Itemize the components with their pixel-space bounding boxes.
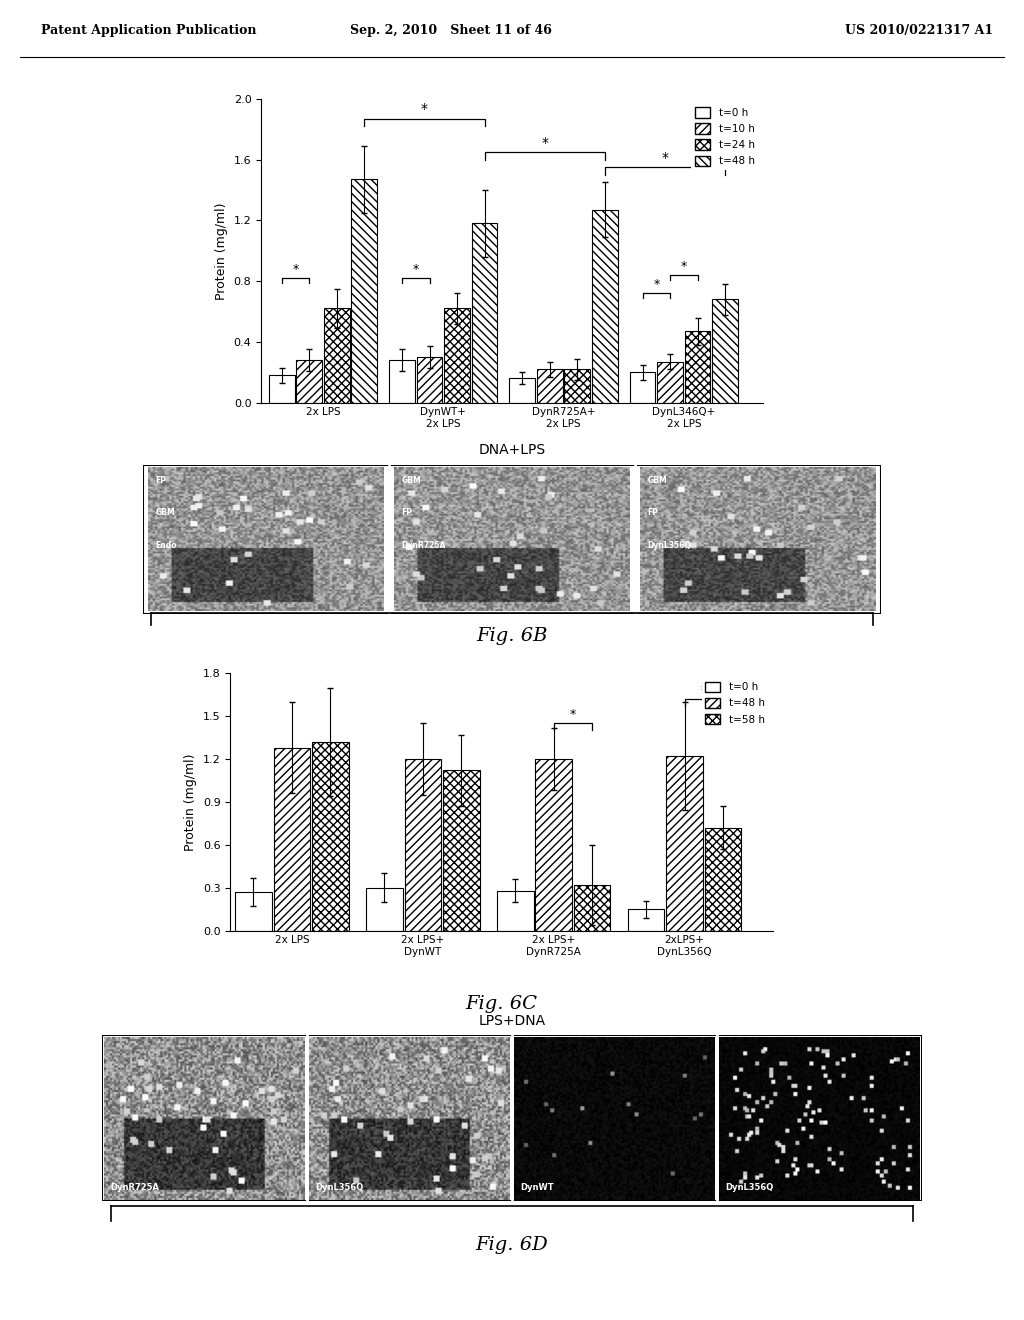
Bar [351, 180, 377, 403]
Legend: t=0 h, t=48 h, t=58 h: t=0 h, t=48 h, t=58 h [701, 678, 768, 727]
Bar [367, 888, 402, 931]
Text: Endo: Endo [156, 541, 177, 550]
Text: Fig. 6A: Fig. 6A [476, 470, 548, 487]
Bar [312, 742, 349, 931]
Text: GBM: GBM [401, 475, 421, 484]
Text: Patent Application Publication: Patent Application Publication [41, 24, 256, 37]
Bar [443, 771, 479, 931]
Bar [705, 828, 741, 931]
Y-axis label: Protein (mg/ml): Protein (mg/ml) [215, 202, 228, 300]
Text: GBM: GBM [647, 475, 667, 484]
Text: Sep. 2, 2010   Sheet 11 of 46: Sep. 2, 2010 Sheet 11 of 46 [349, 24, 552, 37]
Text: *: * [421, 103, 428, 116]
Text: DynL356Q: DynL356Q [315, 1183, 364, 1192]
Text: GBM: GBM [156, 508, 175, 517]
Text: DynL356Q: DynL356Q [647, 541, 691, 550]
Bar [573, 884, 610, 931]
Bar [417, 358, 442, 403]
Text: FP: FP [156, 475, 167, 484]
Bar [536, 759, 572, 931]
Text: DynR725A: DynR725A [401, 541, 445, 550]
Bar [236, 892, 271, 931]
Text: *: * [293, 263, 299, 276]
Bar [667, 756, 702, 931]
Bar [685, 331, 711, 403]
Bar [273, 747, 310, 931]
Bar [592, 210, 617, 403]
Text: FP: FP [647, 508, 658, 517]
Text: *: * [541, 136, 548, 150]
Text: *: * [662, 150, 669, 165]
Text: DNA+LPS: DNA+LPS [478, 444, 546, 458]
Bar [537, 370, 563, 403]
Text: US 2010/0221317 A1: US 2010/0221317 A1 [845, 24, 993, 37]
Bar [712, 300, 738, 403]
Text: Fig. 6D: Fig. 6D [475, 1236, 549, 1254]
Text: DynR725A: DynR725A [111, 1183, 160, 1192]
Text: *: * [681, 260, 687, 273]
Y-axis label: Protein (mg/ml): Protein (mg/ml) [184, 754, 198, 850]
Text: LPS+DNA: LPS+DNA [478, 1014, 546, 1028]
Text: DynL356Q: DynL356Q [725, 1183, 773, 1192]
Bar [497, 891, 534, 931]
Text: *: * [569, 708, 577, 721]
Text: *: * [653, 279, 659, 290]
Bar [630, 372, 655, 403]
Text: FP: FP [401, 508, 413, 517]
Bar [389, 360, 415, 403]
Bar [509, 379, 536, 403]
Legend: t=0 h, t=10 h, t=24 h, t=48 h: t=0 h, t=10 h, t=24 h, t=48 h [691, 104, 758, 169]
Bar [296, 360, 323, 403]
Bar [269, 375, 295, 403]
Bar [628, 909, 665, 931]
Bar [472, 223, 498, 403]
Text: Fig. 6C: Fig. 6C [466, 995, 538, 1012]
Bar [404, 759, 441, 931]
Text: *: * [700, 684, 707, 697]
Text: Fig. 6B: Fig. 6B [476, 627, 548, 644]
Bar [444, 309, 470, 403]
Text: DynWT: DynWT [520, 1183, 554, 1192]
Bar [657, 362, 683, 403]
Bar [564, 370, 590, 403]
Bar [324, 309, 349, 403]
Text: *: * [413, 263, 419, 276]
